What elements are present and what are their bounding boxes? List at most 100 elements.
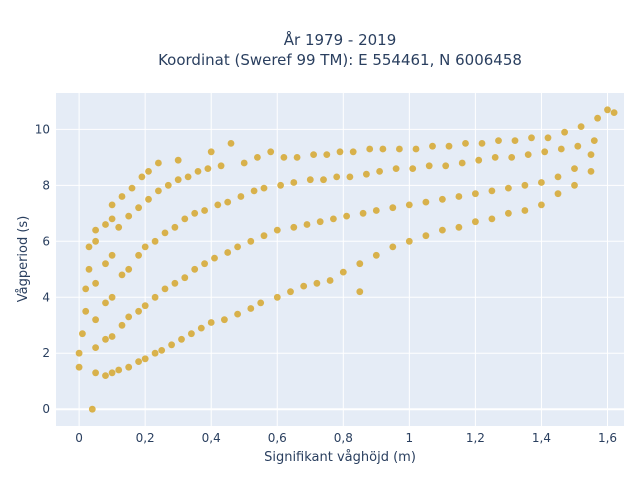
data-point xyxy=(405,201,413,209)
x-tick-label: 0 xyxy=(75,431,83,445)
data-point xyxy=(422,232,430,240)
data-point xyxy=(287,288,294,296)
data-point xyxy=(478,140,486,147)
data-point xyxy=(191,209,199,217)
data-point xyxy=(273,293,281,301)
data-point xyxy=(538,201,545,209)
data-point xyxy=(118,193,126,200)
data-point xyxy=(151,349,159,357)
data-point xyxy=(313,279,321,287)
data-point xyxy=(610,109,618,116)
data-point xyxy=(118,321,126,329)
data-point xyxy=(577,123,585,130)
data-point xyxy=(260,184,268,192)
data-point xyxy=(82,285,90,293)
y-axis-title: Vågperiod (s) xyxy=(16,216,31,303)
data-point xyxy=(151,293,159,301)
y-tick-label: 8 xyxy=(42,178,50,192)
data-point xyxy=(495,137,502,145)
data-point xyxy=(571,181,578,189)
data-point xyxy=(217,162,225,170)
data-point xyxy=(508,154,516,161)
data-point xyxy=(125,212,133,220)
x-tick-label: 1 xyxy=(406,431,414,445)
data-point xyxy=(488,187,496,195)
data-point xyxy=(300,282,308,290)
data-point xyxy=(524,151,532,159)
data-point xyxy=(178,335,185,343)
data-point xyxy=(280,154,288,161)
data-point xyxy=(207,319,215,326)
data-point xyxy=(455,223,463,231)
data-point xyxy=(88,405,96,413)
data-point xyxy=(250,187,258,195)
data-point xyxy=(204,165,212,173)
data-point xyxy=(303,221,311,228)
data-point xyxy=(108,215,116,223)
data-point xyxy=(372,251,380,259)
data-point xyxy=(151,237,159,245)
data-point xyxy=(528,134,535,142)
data-point xyxy=(396,145,403,153)
data-point xyxy=(247,237,255,245)
y-tick-label: 2 xyxy=(42,346,50,360)
data-point xyxy=(168,341,176,349)
data-point xyxy=(521,181,529,189)
data-point xyxy=(141,355,149,363)
data-point xyxy=(135,358,143,365)
data-point xyxy=(554,173,562,181)
y-tick-label: 6 xyxy=(42,234,50,248)
data-point xyxy=(207,148,215,156)
data-point xyxy=(102,221,109,228)
data-point xyxy=(488,215,496,223)
data-point xyxy=(439,226,446,234)
data-point xyxy=(171,223,179,231)
data-point xyxy=(554,190,562,198)
data-point xyxy=(141,302,149,310)
data-point xyxy=(363,170,370,178)
data-point xyxy=(174,176,182,184)
data-point xyxy=(85,243,93,251)
chart-title-line-2: Koordinat (Sweref 99 TM): E 554461, N 60… xyxy=(158,51,522,69)
data-point xyxy=(349,148,357,156)
data-point xyxy=(181,274,189,282)
data-point xyxy=(330,215,337,223)
data-point xyxy=(75,363,83,371)
data-point xyxy=(306,176,314,184)
data-point xyxy=(92,344,99,351)
data-point xyxy=(541,148,549,156)
y-axis-ticks: 0 2 4 6 8 10 xyxy=(35,122,50,416)
data-point xyxy=(445,142,453,150)
data-point xyxy=(125,265,133,273)
data-point xyxy=(505,209,512,217)
data-point xyxy=(240,159,248,167)
data-point xyxy=(128,184,136,192)
data-point xyxy=(376,168,383,175)
x-tick-label: 0,6 xyxy=(268,431,287,445)
data-point xyxy=(316,218,324,226)
data-point xyxy=(422,198,430,206)
x-axis-ticks: 0 0,2 0,4 0,6 0,8 1 1,2 1,4 1,6 xyxy=(75,431,617,445)
data-point xyxy=(293,154,301,161)
data-point xyxy=(108,201,116,209)
data-point xyxy=(336,148,344,156)
x-tick-label: 1,6 xyxy=(598,431,617,445)
plot-area xyxy=(56,93,624,426)
data-point xyxy=(221,316,228,324)
data-point xyxy=(561,128,568,136)
x-axis-title: Signifikant våghöjd (m) xyxy=(264,450,416,465)
data-point xyxy=(372,207,380,214)
data-point xyxy=(174,156,182,164)
data-point xyxy=(277,181,284,189)
data-point xyxy=(224,249,232,256)
data-point xyxy=(405,237,413,245)
data-point xyxy=(92,226,99,234)
chart-title-line-1: År 1979 - 2019 xyxy=(284,30,397,49)
x-tick-label: 0,2 xyxy=(136,431,155,445)
data-point xyxy=(429,142,436,150)
data-point xyxy=(571,165,578,173)
data-point xyxy=(102,335,109,343)
data-point xyxy=(458,159,466,167)
data-point xyxy=(590,137,598,145)
